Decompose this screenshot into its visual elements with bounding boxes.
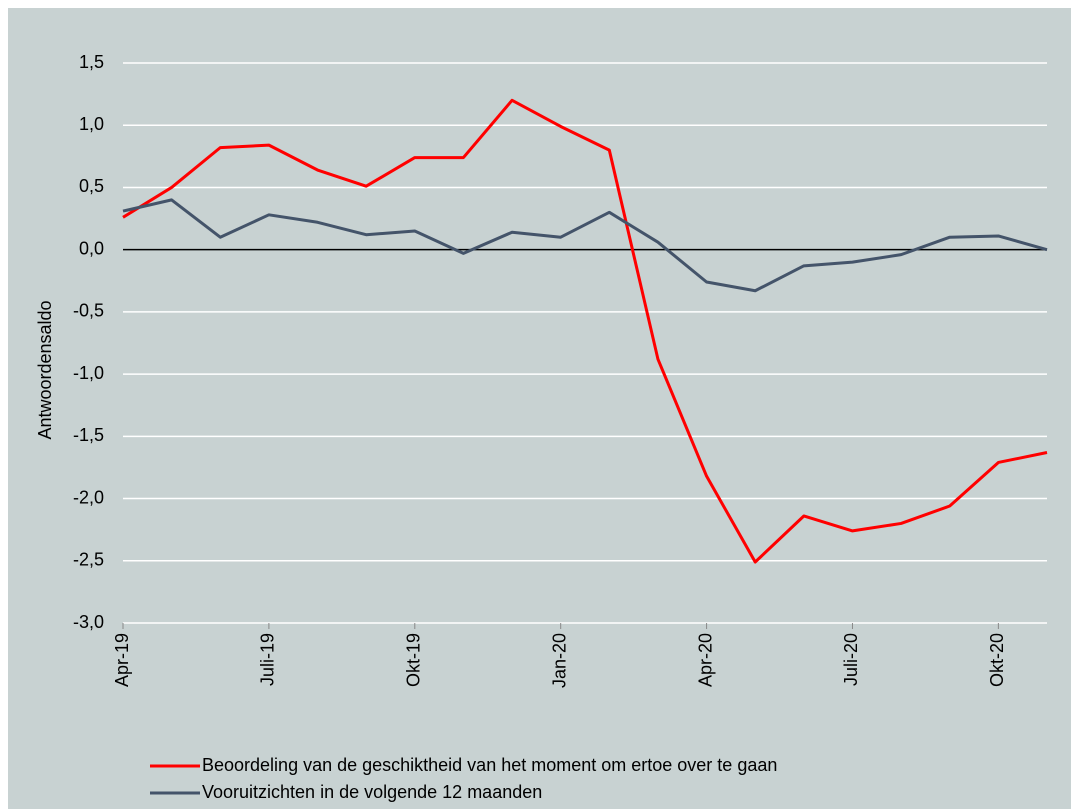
y-tick-label: 1,5 <box>79 52 104 72</box>
y-tick-label: -1,5 <box>73 425 104 445</box>
y-tick-label: -2,0 <box>73 487 104 507</box>
y-axis-label: Antwoordensaldo <box>35 300 55 439</box>
y-tick-label: 0,0 <box>79 238 104 258</box>
legend-label: Beoordeling van de geschiktheid van het … <box>202 755 777 775</box>
x-tick-label: Jan-20 <box>549 633 569 688</box>
x-tick-label: Okt-20 <box>987 633 1007 687</box>
x-tick-label: Okt-19 <box>404 633 424 687</box>
x-tick-label: Apr-19 <box>112 633 132 687</box>
y-tick-label: -3,0 <box>73 612 104 632</box>
background <box>8 8 1071 809</box>
y-tick-label: -1,0 <box>73 363 104 383</box>
series-line <box>122 198 1048 293</box>
y-tick-label: -0,5 <box>73 301 104 321</box>
x-tick-label: Juli-19 <box>258 633 278 686</box>
series-line <box>122 98 1048 564</box>
legend-label: Vooruitzichten in de volgende 12 maanden <box>202 782 542 802</box>
y-tick-label: 1,0 <box>79 114 104 134</box>
y-tick-label: -2,5 <box>73 550 104 570</box>
x-tick-label: Apr-20 <box>695 633 715 687</box>
y-tick-label: 0,5 <box>79 176 104 196</box>
x-tick-label: Juli-20 <box>841 633 861 686</box>
